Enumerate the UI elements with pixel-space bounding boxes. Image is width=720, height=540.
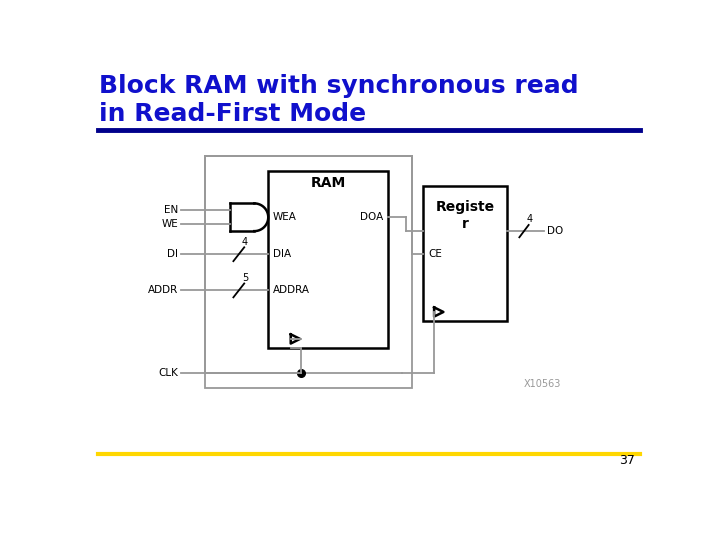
- Text: 4: 4: [242, 237, 248, 247]
- Text: EN: EN: [164, 205, 179, 215]
- Bar: [269, 171, 388, 348]
- Bar: [204, 156, 412, 388]
- Text: 4: 4: [526, 214, 533, 224]
- Text: DOA: DOA: [361, 212, 384, 222]
- Text: DO: DO: [547, 226, 564, 236]
- Text: X10563: X10563: [524, 379, 562, 389]
- Text: 5: 5: [242, 273, 248, 283]
- Text: ADDRA: ADDRA: [273, 286, 310, 295]
- Text: in Read-First Mode: in Read-First Mode: [99, 102, 366, 126]
- Text: 37: 37: [619, 454, 635, 467]
- Text: CLK: CLK: [158, 368, 179, 378]
- Text: WE: WE: [161, 219, 179, 229]
- Text: CE: CE: [428, 249, 442, 259]
- Text: Registe
r: Registe r: [436, 200, 495, 231]
- Text: WEA: WEA: [273, 212, 297, 222]
- Text: ADDR: ADDR: [148, 286, 179, 295]
- Text: DI: DI: [167, 249, 179, 259]
- Bar: [423, 186, 507, 321]
- Text: Block RAM with synchronous read: Block RAM with synchronous read: [99, 74, 579, 98]
- Text: DIA: DIA: [273, 249, 291, 259]
- Text: RAM: RAM: [311, 177, 346, 191]
